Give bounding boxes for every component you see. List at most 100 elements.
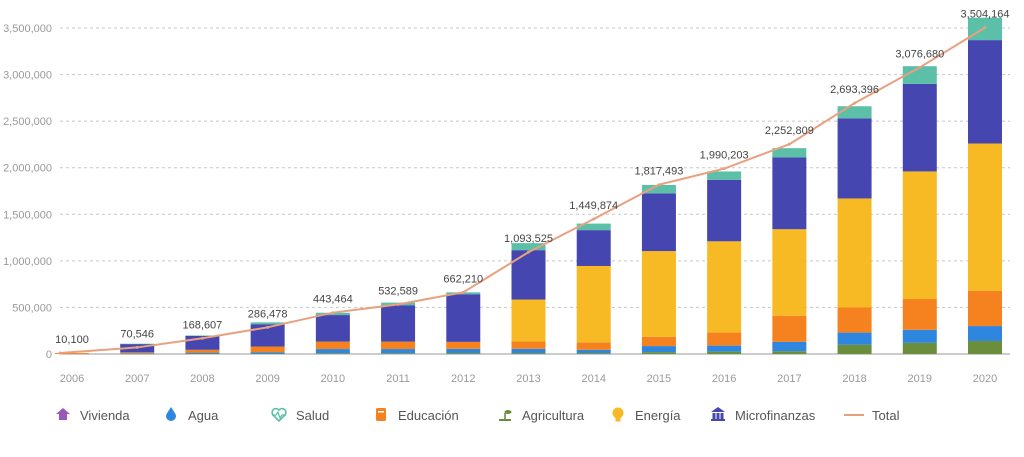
bar-segment — [707, 171, 742, 180]
total-point — [461, 290, 465, 294]
heart-pulse-icon — [271, 407, 287, 423]
legend-label: Educación — [398, 408, 459, 423]
labels-layer: 10,100 70,546 168,607 286,478 443,464 532,589… — [55, 9, 1009, 346]
total-point — [266, 325, 270, 329]
y-tick-label: 2,500,000 — [3, 116, 52, 128]
bar-segment — [576, 349, 611, 354]
total-point — [918, 65, 922, 69]
total-line-layer — [58, 26, 987, 355]
bar-segment — [707, 241, 742, 333]
bar-segment — [511, 341, 546, 349]
bar-segment — [968, 40, 1002, 144]
bar-segment — [772, 229, 807, 316]
y-tick-label: 3,500,000 — [3, 23, 52, 35]
bar-segment — [185, 335, 220, 336]
bar-segment — [902, 299, 937, 330]
lightbulb-icon — [612, 407, 624, 422]
x-tick-label: 2017 — [777, 373, 801, 385]
bar-segment — [772, 315, 807, 342]
bar-segment — [968, 340, 1002, 354]
bar-segment — [185, 349, 220, 353]
total-point — [657, 183, 661, 187]
bar-segment — [511, 348, 546, 354]
y-tick-label: 1,000,000 — [3, 256, 52, 268]
total-point — [722, 167, 726, 171]
water-drop-icon — [166, 407, 176, 421]
total-data-label: 70,546 — [120, 328, 154, 340]
bar-segment — [902, 83, 937, 172]
total-point — [331, 311, 335, 315]
bar-segment — [446, 341, 481, 349]
sprout-leaf — [504, 410, 512, 414]
y-tick-label: 0 — [46, 349, 52, 361]
bank-column — [716, 413, 720, 419]
bar-segment — [772, 341, 807, 352]
total-point — [200, 336, 204, 340]
x-tick-label: 2012 — [451, 373, 475, 385]
bar-segment — [576, 353, 611, 354]
bulb-glass — [612, 407, 624, 419]
bar-segment — [55, 353, 89, 354]
bar-segment — [511, 243, 546, 251]
bar-segment — [707, 332, 742, 346]
total-point — [396, 302, 400, 306]
total-point — [853, 101, 857, 105]
bar-segment — [707, 179, 742, 242]
legend-label: Microfinanzas — [735, 408, 816, 423]
bar-segment — [772, 148, 807, 158]
bar-segment — [641, 193, 676, 252]
house-icon — [56, 408, 70, 420]
bar-segment — [446, 348, 481, 354]
x-tick-label: 2007 — [125, 373, 149, 385]
total-point — [58, 351, 62, 355]
bar-segment — [902, 329, 937, 343]
bar-segment — [511, 250, 546, 300]
bar-segment — [641, 251, 676, 337]
bar-segment — [837, 118, 872, 199]
bar-segment — [641, 346, 676, 353]
total-point — [787, 142, 791, 146]
bar-segment — [315, 349, 350, 354]
bar-segment — [381, 341, 416, 350]
total-data-label: 2,693,396 — [830, 84, 879, 96]
x-tick-label: 2008 — [190, 373, 214, 385]
grid-layer: 0 500,000 1,000,000 1,500,000 2,000,000 2,500… — [3, 23, 1010, 361]
bar-segment — [120, 353, 155, 355]
drop-shape — [166, 407, 176, 421]
bar-segment — [837, 344, 872, 354]
bar-segment — [968, 143, 1002, 291]
bank-base — [711, 419, 725, 421]
bar-segment — [120, 343, 155, 345]
y-tick-label: 2,000,000 — [3, 163, 52, 175]
total-data-label: 3,504,164 — [961, 9, 1010, 21]
bar-segment — [250, 324, 285, 347]
legend-label: Agricultura — [522, 408, 585, 423]
x-tick-label: 2011 — [386, 373, 410, 385]
total-point — [135, 345, 139, 349]
total-data-label: 1,817,493 — [634, 166, 683, 178]
total-data-label: 2,252,809 — [765, 125, 814, 137]
y-tick-label: 1,500,000 — [3, 209, 52, 221]
total-data-label: 286,478 — [248, 308, 288, 320]
bar-segment — [185, 352, 220, 354]
bar-segment — [837, 198, 872, 308]
total-data-label: 1,990,203 — [700, 150, 749, 162]
bar-segment — [707, 351, 742, 354]
bar-segment — [576, 223, 611, 231]
bank-column — [712, 413, 716, 419]
book-line — [378, 411, 384, 413]
bars-layer: 2006 2007 2008 2009 2010 2011 2012 2013 2014 2015… — [55, 17, 1002, 385]
bar-segment — [968, 326, 1002, 341]
total-data-label: 662,210 — [443, 273, 483, 285]
total-data-label: 10,100 — [55, 334, 89, 346]
y-tick-label: 3,000,000 — [3, 70, 52, 82]
bar-segment — [381, 349, 416, 354]
bar-segment — [837, 106, 872, 119]
house-body — [59, 413, 67, 420]
bar-segment — [381, 353, 416, 354]
bar-segment — [511, 353, 546, 354]
legend-label: Salud — [296, 408, 329, 423]
legend-label: Vivienda — [80, 408, 130, 423]
bar-segment — [902, 342, 937, 354]
